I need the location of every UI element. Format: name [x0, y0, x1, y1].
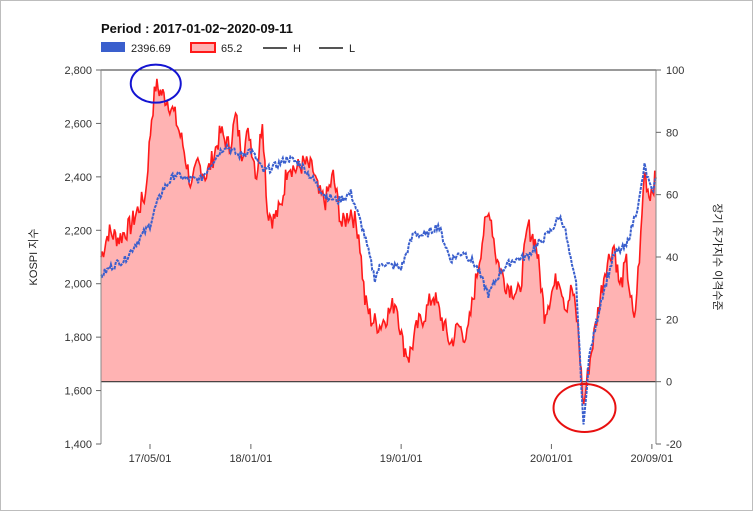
y2-tick-label: 60 — [666, 190, 678, 202]
legend-label: 2396.69 — [131, 43, 171, 55]
x-tick-label: 19/01/01 — [380, 453, 423, 465]
y-tick-label: 1,400 — [64, 439, 92, 451]
x-tick-label: 20/01/01 — [530, 453, 573, 465]
x-tick-label: 20/09/01 — [630, 453, 673, 465]
y-axis-left: 2,800 2,600 2,400 2,200 2,000 1,800 1,600 1,400 — [64, 65, 101, 451]
y2-tick-label: 40 — [666, 252, 678, 264]
legend: 2396.69 65.2 H L — [101, 42, 355, 55]
y-tick-label: 1,800 — [64, 332, 92, 344]
y-tick-label: 2,800 — [64, 65, 92, 77]
legend-label: L — [349, 43, 355, 55]
trough-circle-marker — [552, 382, 617, 433]
y-axis-left-title: KOSPI 지수 — [27, 229, 40, 286]
legend-swatch-gap — [190, 42, 216, 53]
chart-title: Period : 2017-01-02~2020-09-11 — [101, 21, 293, 36]
gap-area — [101, 78, 656, 405]
series-kospi-line — [100, 142, 657, 425]
y2-tick-label: -20 — [666, 439, 682, 451]
legend-label: 65.2 — [221, 43, 242, 55]
legend-label: H — [293, 43, 301, 55]
y-tick-label: 2,400 — [64, 172, 92, 184]
y-tick-label: 2,200 — [64, 225, 92, 237]
y-tick-label: 2,600 — [64, 118, 92, 130]
y2-tick-label: 0 — [666, 377, 672, 389]
x-tick-label: 18/01/01 — [229, 453, 272, 465]
y2-tick-label: 20 — [666, 314, 678, 326]
x-tick-label: 17/05/01 — [129, 453, 172, 465]
y2-tick-label: 100 — [666, 65, 684, 77]
plot-area — [100, 63, 657, 444]
y-tick-label: 1,600 — [64, 386, 92, 398]
y-axis-right-title: 장기 주가지수 이격수준 — [711, 203, 724, 310]
y2-tick-label: 80 — [666, 127, 678, 139]
y-tick-label: 2,000 — [64, 279, 92, 291]
series-gap-line — [100, 78, 657, 405]
x-axis: 17/05/01 18/01/01 19/01/01 20/01/01 20/09/01 — [129, 444, 673, 465]
legend-swatch-kospi — [101, 42, 125, 52]
peak-circle-marker — [129, 63, 182, 104]
y-axis-right: 100 80 60 40 20 0 -20 — [656, 65, 684, 451]
